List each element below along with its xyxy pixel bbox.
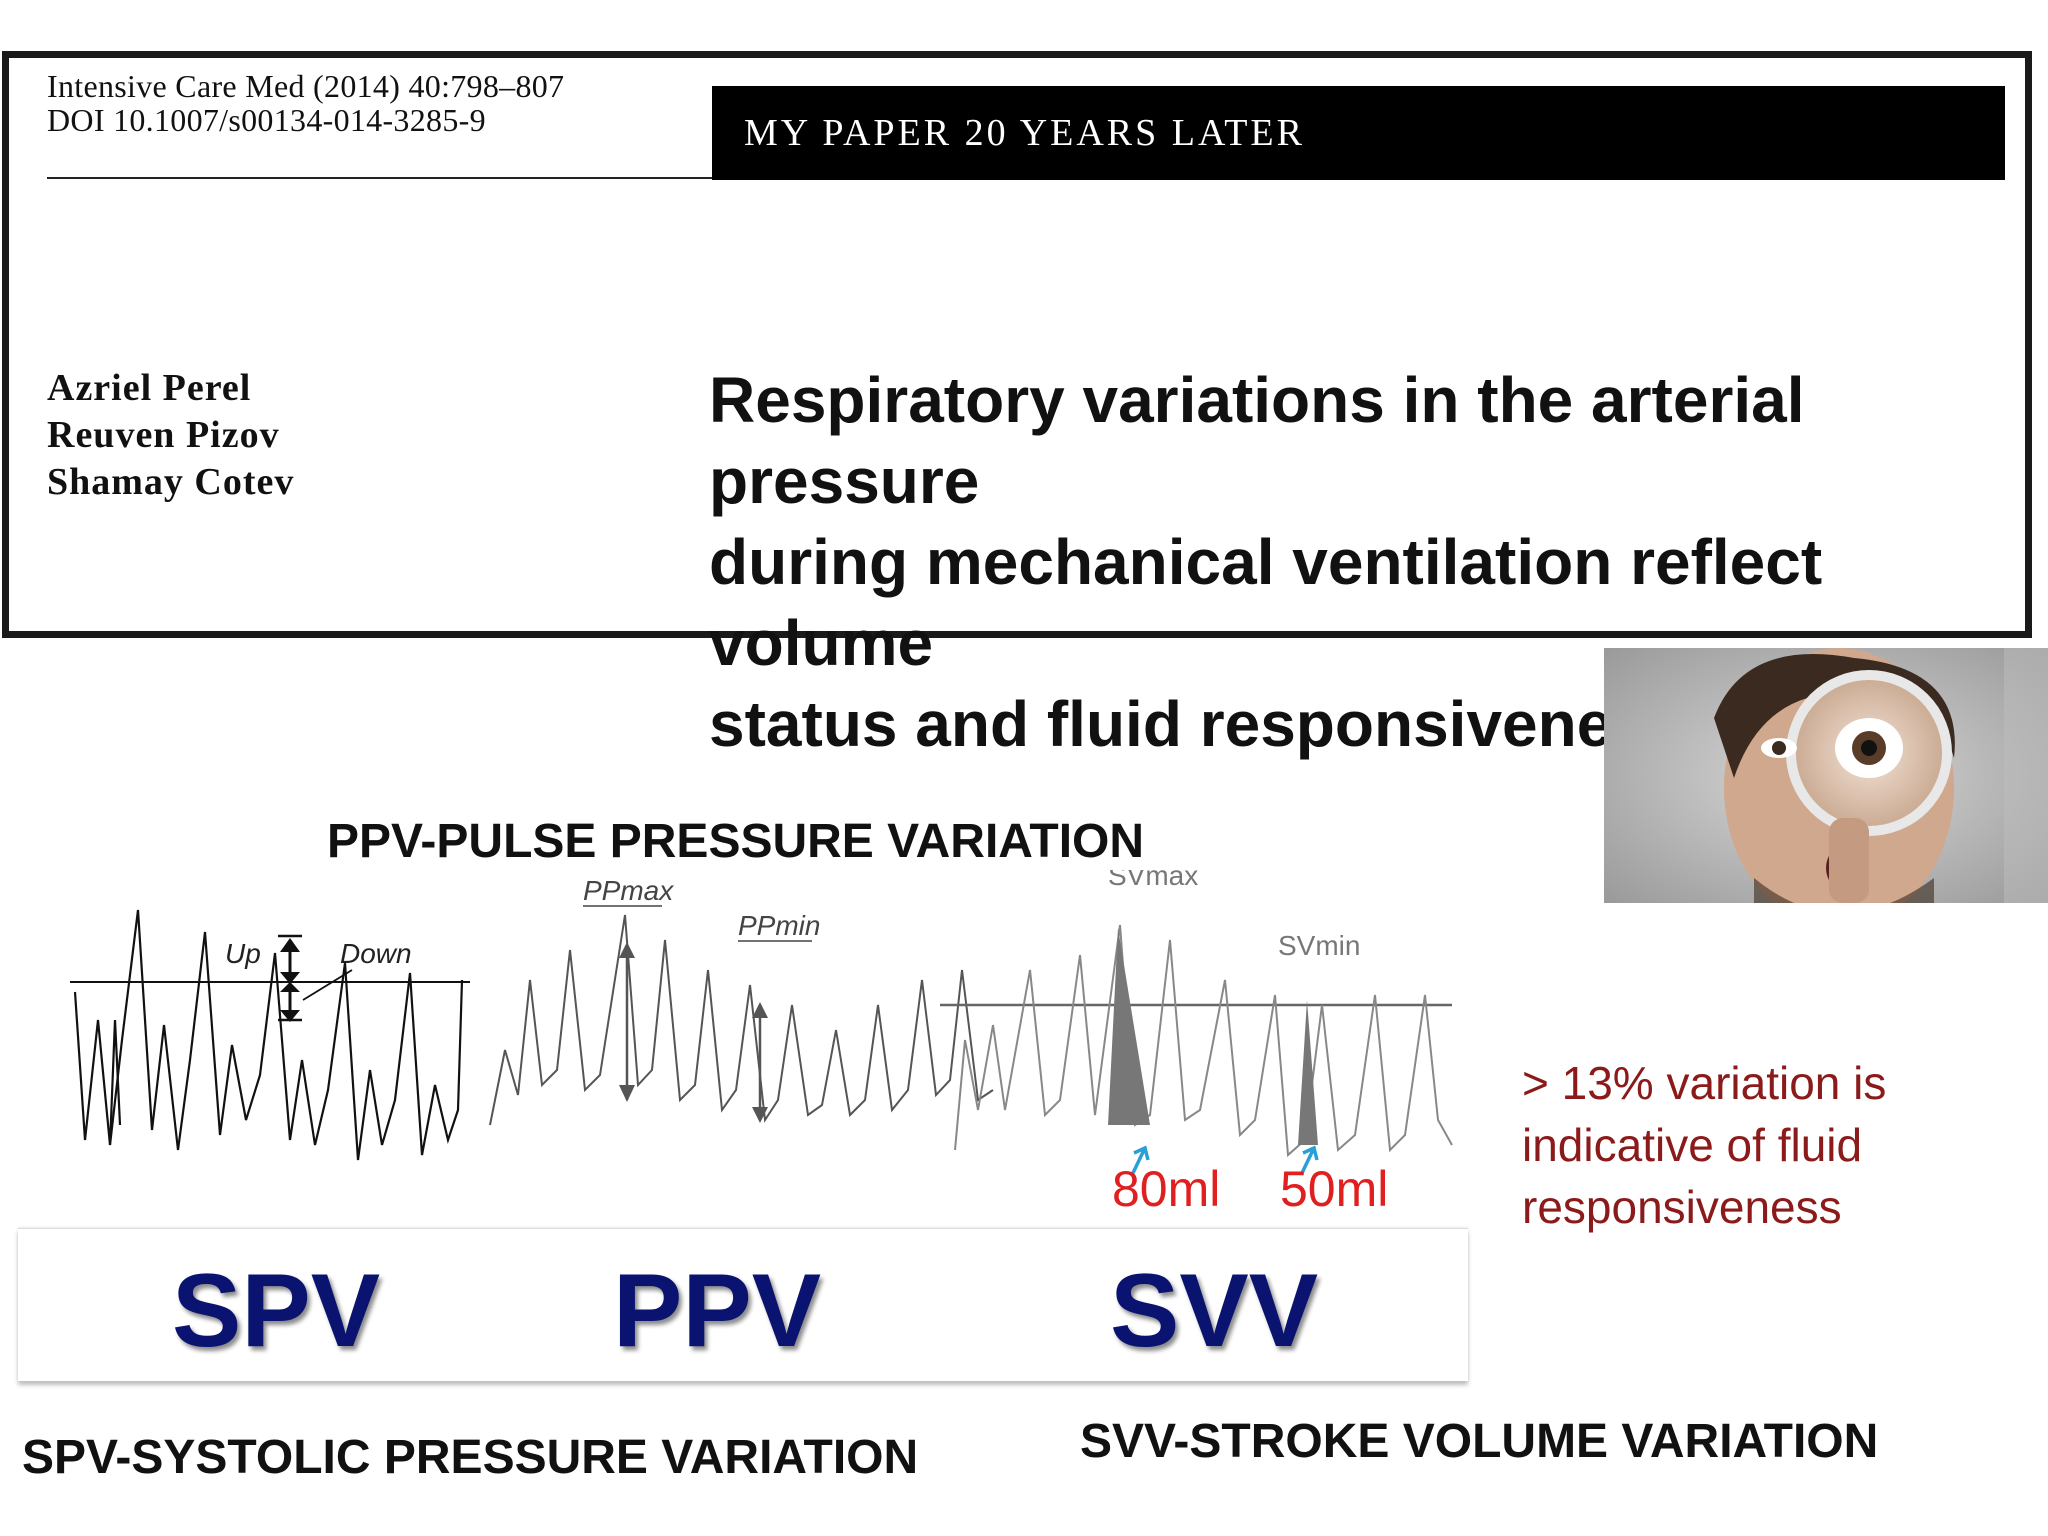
svv-acronym: SVV xyxy=(1110,1253,1319,1369)
svv-definition-heading: SVV-STROKE VOLUME VARIATION xyxy=(1080,1415,1879,1468)
svv-waveform: SVmax SVmin xyxy=(940,870,1453,1174)
note-line-2: indicative of fluid xyxy=(1522,1119,1863,1171)
author-3: Shamay Cotev xyxy=(47,461,295,503)
doi-text: DOI 10.1007/s00134-014-3285-9 xyxy=(47,102,486,138)
journal-citation: Intensive Care Med (2014) 40:798–807 xyxy=(47,68,565,104)
note-line-1: > 13% variation is xyxy=(1522,1057,1887,1109)
ppmax-label: PPmax xyxy=(583,875,674,906)
max-volume-label: 80ml xyxy=(1112,1161,1221,1217)
title-line-1: Respiratory variations in the arterial p… xyxy=(709,364,1805,517)
paper-title: Respiratory variations in the arterial p… xyxy=(709,360,2009,765)
spv-acronym: SPV xyxy=(172,1253,381,1369)
section-banner: MY PAPER 20 YEARS LATER xyxy=(712,86,2005,180)
title-line-3: status and fluid responsiveness xyxy=(709,688,1684,760)
ppv-definition-heading: PPV-PULSE PRESSURE VARIATION xyxy=(327,815,1145,868)
header-rule xyxy=(47,177,717,179)
ppv-waveform: PPmax PPmin xyxy=(489,875,994,1126)
acronym-banner xyxy=(18,1228,1468,1381)
svmin-label: SVmin xyxy=(1278,930,1360,961)
note-line-3: responsiveness xyxy=(1522,1181,1842,1233)
man-with-magnifying-glass-photo xyxy=(1604,648,2048,903)
author-1: Azriel Perel xyxy=(47,367,252,409)
down-label: Down xyxy=(340,938,412,969)
spv-waveform: Up Down xyxy=(70,909,470,1161)
ppmin-label: PPmin xyxy=(738,910,820,941)
variation-threshold-note: > 13% variation is indicative of fluid r… xyxy=(1522,1052,2022,1238)
paper-header-box: Intensive Care Med (2014) 40:798–807 DOI… xyxy=(2,51,2032,760)
spv-definition-heading: SPV-SYSTOLIC PRESSURE VARIATION xyxy=(22,1431,919,1484)
author-2: Reuven Pizov xyxy=(47,414,280,456)
up-label: Up xyxy=(225,938,261,969)
waveform-diagram: Up Down PPmax PPmin SVmax SVmin xyxy=(70,870,1453,1174)
svmax-label: SVmax xyxy=(1108,870,1198,891)
ppv-acronym: PPV xyxy=(613,1253,822,1369)
min-volume-label: 50ml xyxy=(1280,1161,1389,1217)
title-line-2: during mechanical ventilation reflect vo… xyxy=(709,526,1823,679)
